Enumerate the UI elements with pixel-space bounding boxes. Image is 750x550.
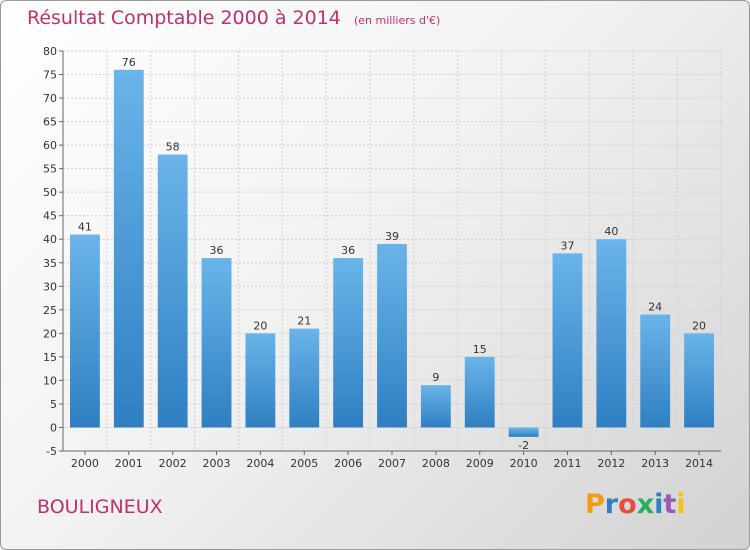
- y-tick-label: 30: [43, 280, 57, 293]
- data-label: 39: [385, 230, 399, 243]
- data-label: 76: [122, 56, 136, 69]
- x-tick-label: 2004: [246, 457, 274, 470]
- data-label: -2: [518, 439, 529, 452]
- y-tick-label: 35: [43, 257, 57, 270]
- y-tick-label: 60: [43, 139, 57, 152]
- bar: [157, 154, 188, 428]
- y-tick-label: 5: [50, 398, 57, 411]
- commune-name: BOULIGNEUX: [37, 496, 163, 518]
- y-tick-label: 80: [43, 45, 57, 58]
- x-tick-label: 2007: [378, 457, 406, 470]
- chart-title: Résultat Comptable 2000 à 2014: [27, 7, 341, 29]
- y-tick-label: -5: [46, 445, 57, 458]
- bar: [552, 253, 583, 428]
- bar: [420, 385, 451, 428]
- logo-letter: P: [585, 489, 605, 520]
- y-tick-label: 15: [43, 351, 57, 364]
- data-label: 24: [648, 301, 662, 314]
- data-label: 37: [560, 239, 574, 252]
- y-tick-label: 50: [43, 186, 57, 199]
- bar: [464, 356, 495, 428]
- logo-letter: i: [654, 489, 664, 520]
- data-label: 36: [210, 244, 224, 257]
- x-tick-label: 2006: [334, 457, 362, 470]
- bar: [377, 243, 407, 428]
- bar: [289, 328, 320, 428]
- y-tick-label: 0: [50, 421, 57, 434]
- y-tick-label: 70: [43, 92, 57, 105]
- x-tick-label: 2014: [685, 457, 713, 470]
- y-tick-label: 25: [43, 304, 57, 317]
- data-label: 58: [166, 141, 180, 154]
- logo-letter: x: [636, 489, 655, 520]
- y-tick-label: 65: [43, 116, 57, 129]
- y-tick-label: 40: [43, 233, 57, 246]
- data-label: 15: [473, 343, 487, 356]
- data-label: 41: [78, 221, 92, 234]
- data-label: 20: [692, 319, 706, 332]
- data-label: 9: [432, 371, 439, 384]
- bar: [113, 69, 144, 428]
- data-label: 36: [341, 244, 355, 257]
- chart-subtitle: (en milliers d'€): [353, 14, 441, 27]
- bar: [245, 333, 276, 428]
- x-tick-label: 2008: [422, 457, 450, 470]
- x-tick-label: 2009: [466, 457, 494, 470]
- x-tick-label: 2011: [553, 457, 581, 470]
- data-label: 21: [297, 315, 311, 328]
- logo-letter: r: [604, 489, 619, 520]
- bar: [640, 314, 671, 428]
- proxiti-logo: Proxiti: [585, 489, 686, 520]
- x-tick-label: 2013: [641, 457, 669, 470]
- bar: [684, 333, 714, 428]
- bar: [70, 234, 100, 428]
- bar: [596, 239, 627, 428]
- x-tick-label: 2000: [71, 457, 99, 470]
- x-tick-label: 2002: [159, 457, 187, 470]
- y-tick-label: 75: [43, 69, 57, 82]
- x-tick-label: 2012: [597, 457, 625, 470]
- y-tick-label: 45: [43, 210, 57, 223]
- x-tick-label: 2001: [115, 457, 143, 470]
- bar: [333, 258, 364, 428]
- logo-letter: o: [618, 489, 637, 520]
- chart-title-block: Résultat Comptable 2000 à 2014 (en milli…: [27, 7, 440, 29]
- logo-letter: i: [676, 489, 686, 520]
- y-tick-label: 20: [43, 327, 57, 340]
- x-tick-label: 2003: [203, 457, 231, 470]
- y-tick-label: 10: [43, 374, 57, 387]
- data-label: 40: [604, 225, 618, 238]
- bar: [201, 258, 232, 428]
- x-tick-label: 2010: [510, 457, 538, 470]
- data-label: 20: [253, 319, 267, 332]
- logo-letter: t: [663, 489, 677, 520]
- y-tick-label: 55: [43, 163, 57, 176]
- x-tick-label: 2005: [290, 457, 318, 470]
- bar: [508, 427, 539, 437]
